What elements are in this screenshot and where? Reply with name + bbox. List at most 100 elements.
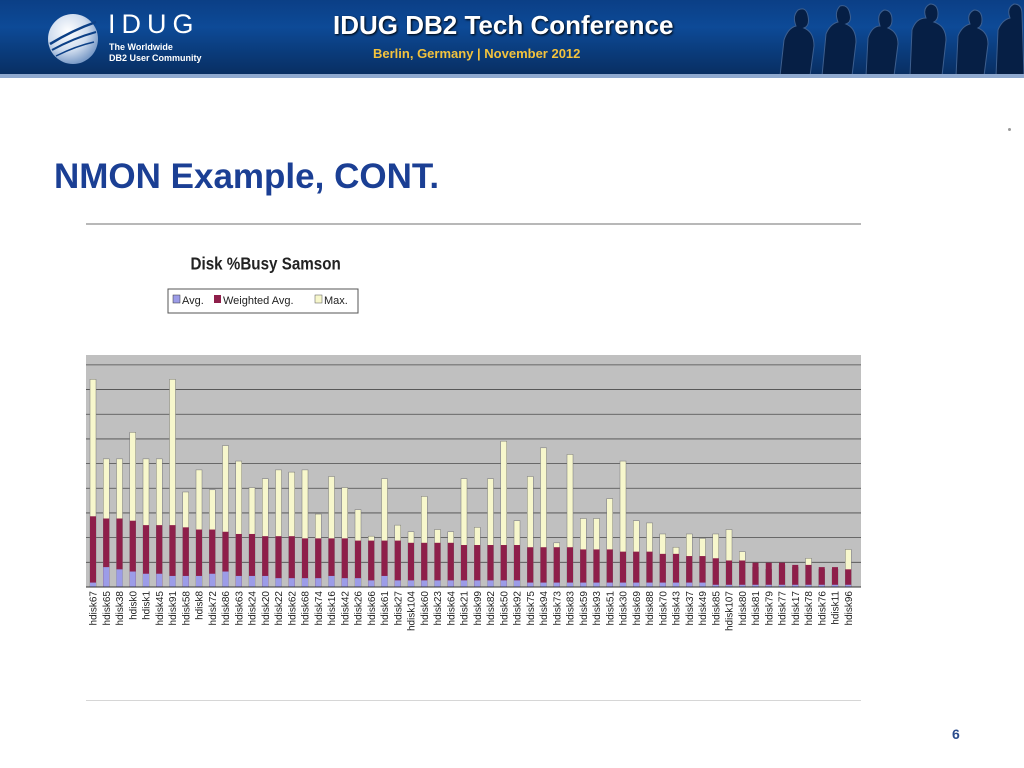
weighted-avg-bar	[527, 547, 534, 587]
weighted-avg-bar	[394, 540, 401, 587]
weighted-avg-bar	[182, 527, 189, 587]
weighted-avg-bar	[262, 536, 269, 587]
x-tick-label: hdisk42	[340, 591, 351, 626]
avg-bar	[726, 584, 732, 587]
weighted-avg-bar	[156, 525, 163, 587]
weighted-avg-bar	[474, 545, 481, 587]
x-tick-label: hdisk76	[817, 591, 828, 626]
weighted-avg-bar	[421, 542, 428, 587]
avg-bar	[567, 582, 573, 587]
weighted-avg-bar	[315, 538, 322, 587]
avg-bar	[447, 580, 454, 587]
x-tick-label: hdisk79	[764, 591, 775, 626]
avg-bar	[487, 580, 494, 587]
x-tick-label: hdisk50	[499, 591, 510, 626]
avg-bar	[686, 582, 693, 587]
weighted-avg-bar	[646, 551, 653, 587]
weighted-avg-bar	[593, 549, 600, 587]
avg-bar	[143, 573, 149, 587]
avg-bar	[129, 571, 136, 587]
x-tick-label: hdisk61	[380, 591, 391, 626]
x-tick-label: hdisk21	[460, 591, 471, 626]
x-tick-label: hdisk26	[354, 591, 365, 626]
avg-bar	[328, 575, 335, 587]
avg-bar	[659, 582, 666, 587]
x-tick-label: hdisk75	[526, 591, 537, 626]
weighted-avg-bar	[209, 529, 216, 587]
x-tick-label: hdisk88	[645, 591, 656, 626]
weighted-avg-bar	[368, 540, 375, 587]
x-tick-label: hdisk69	[632, 591, 643, 626]
x-tick-label: hdisk94	[539, 591, 550, 626]
weighted-avg-bar	[673, 553, 679, 587]
avg-bar	[302, 578, 308, 587]
avg-bar	[739, 584, 746, 587]
avg-bar	[752, 584, 759, 587]
avg-bar	[90, 582, 96, 587]
x-tick-label: hdisk74	[314, 591, 325, 626]
idug-globe-icon	[48, 14, 98, 64]
weighted-avg-bar	[447, 542, 454, 587]
avg-bar	[792, 584, 799, 587]
slide-title: NMON Example, CONT.	[54, 157, 440, 196]
avg-bar	[593, 582, 600, 587]
avg-bar	[500, 580, 507, 587]
weighted-avg-bar	[659, 553, 666, 587]
chart-title: Disk %Busy Samson	[191, 254, 341, 273]
legend-label-weighted-avg: Weighted Avg.	[223, 295, 294, 307]
avg-bar	[235, 575, 242, 587]
x-tick-label: hdisk77	[778, 591, 789, 626]
logo-wordmark: IDUG	[108, 9, 200, 39]
avg-bar	[368, 580, 375, 587]
x-tick-label: hdisk64	[446, 591, 457, 626]
x-tick-label: hdisk78	[804, 591, 815, 626]
avg-bar	[394, 580, 401, 587]
weighted-avg-bar	[235, 533, 242, 587]
avg-bar	[527, 582, 534, 587]
x-tick-label: hdisk92	[513, 591, 524, 626]
conference-banner: IDUG The Worldwide DB2 User Community ID…	[0, 0, 1024, 78]
weighted-avg-bar	[487, 545, 494, 587]
x-tick-label: hdisk91	[168, 591, 179, 626]
weighted-avg-bar	[500, 545, 507, 587]
avg-bar	[262, 575, 269, 587]
weighted-avg-bar	[779, 562, 785, 587]
weighted-avg-bar	[845, 569, 852, 587]
x-tick-label: hdisk80	[738, 591, 749, 626]
x-tick-label: hdisk70	[658, 591, 669, 626]
weighted-avg-bar	[739, 560, 746, 587]
weighted-avg-bar	[712, 558, 719, 587]
x-tick-label: hdisk16	[327, 591, 338, 626]
x-tick-label: hdisk20	[261, 591, 272, 626]
x-tick-label: hdisk30	[619, 591, 630, 626]
x-tick-label: hdisk45	[155, 591, 166, 626]
x-tick-label: hdisk68	[301, 591, 312, 626]
x-tick-label: hdisk24	[248, 591, 259, 626]
chart-legend: Avg. Weighted Avg. Max.	[167, 288, 359, 314]
avg-bar	[103, 567, 110, 587]
legend-label-avg: Avg.	[182, 295, 204, 307]
x-tick-label: hdisk81	[751, 591, 762, 626]
avg-bar	[818, 584, 825, 587]
x-tick-label: hdisk72	[208, 591, 219, 626]
x-tick-label: hdisk85	[711, 591, 722, 626]
page-number: 6	[952, 726, 960, 742]
x-tick-label: hdisk22	[274, 591, 285, 626]
x-tick-label: hdisk99	[473, 591, 484, 626]
x-tick-label: hdisk60	[420, 591, 431, 626]
weighted-avg-bar	[275, 536, 282, 587]
weighted-avg-bar	[288, 536, 295, 587]
weighted-avg-bar	[302, 538, 308, 587]
decorative-dot	[1008, 128, 1011, 131]
avg-bar	[540, 582, 547, 587]
avg-bar	[249, 575, 255, 587]
legend-label-max: Max.	[324, 295, 348, 307]
avg-bar	[275, 578, 282, 587]
legend-swatch-avg	[172, 294, 181, 304]
avg-bar	[315, 578, 322, 587]
avg-bar	[341, 578, 348, 587]
x-tick-label: hdisk17	[791, 591, 802, 626]
avg-bar	[209, 573, 216, 587]
x-tick-label: hdisk43	[672, 591, 683, 626]
conference-title: IDUG DB2 Tech Conference	[333, 10, 674, 40]
